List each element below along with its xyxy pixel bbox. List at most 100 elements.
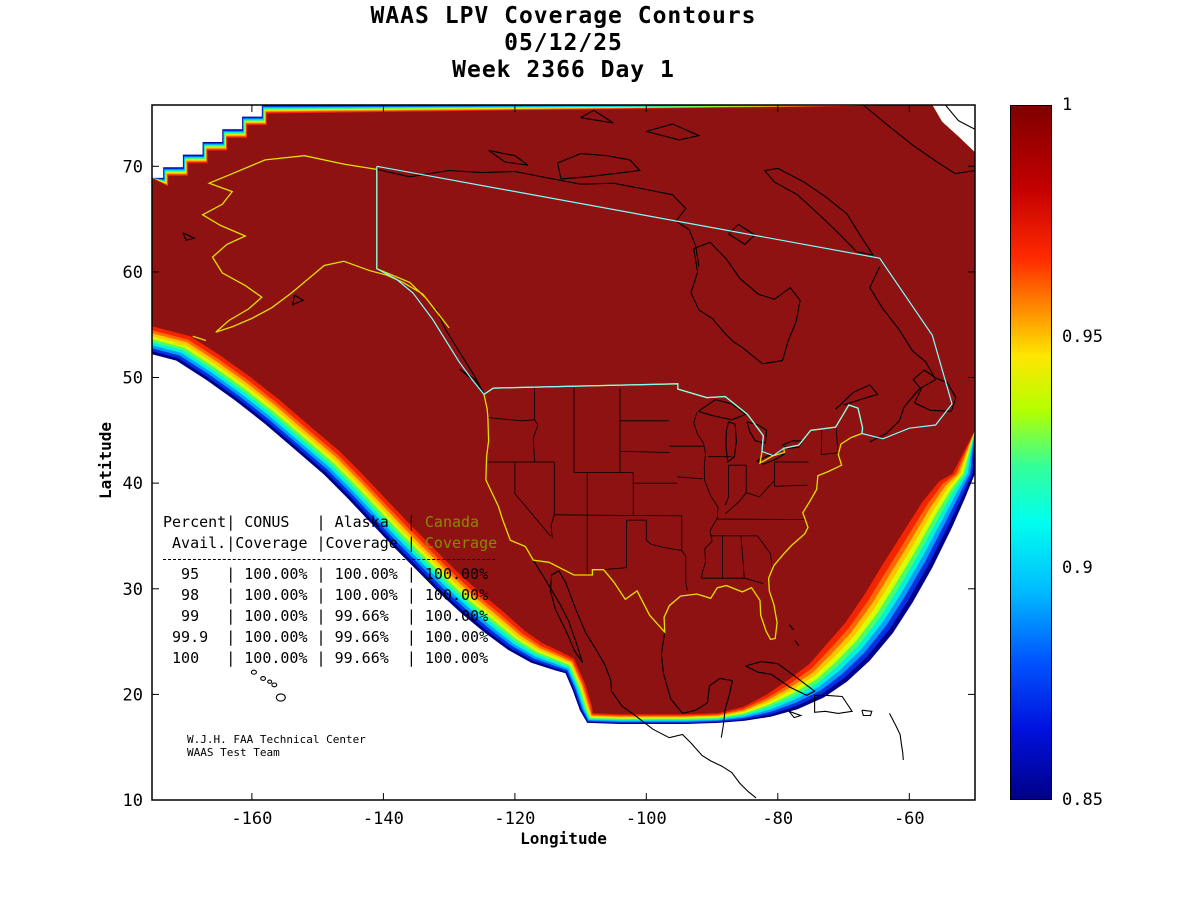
coverage-table-row: 98 | 100.00% | 100.00% | 100.00% xyxy=(163,586,489,604)
table-header-canada: Coverage xyxy=(415,534,498,552)
coastline xyxy=(556,153,641,180)
coastline xyxy=(182,232,196,241)
x-tick-label: -140 xyxy=(363,809,404,829)
state-border xyxy=(715,518,806,520)
faa-region-border-yellow xyxy=(172,343,185,346)
coverage-table-row: 99.9 | 100.00% | 99.66% | 100.00% xyxy=(163,628,489,646)
x-axis-label: Longitude xyxy=(520,829,607,848)
state-border xyxy=(724,480,775,515)
hawaii-island xyxy=(260,676,267,681)
coastline xyxy=(725,421,737,464)
colorbar xyxy=(1010,105,1052,800)
state-border xyxy=(602,520,627,571)
state-border xyxy=(693,412,719,519)
y-axis-label: Latitude xyxy=(96,421,115,499)
coverage-table-row: 100 | 100.00% | 99.66% | 100.00% xyxy=(163,649,489,667)
x-tick-label: -120 xyxy=(494,809,535,829)
table-header-canada: Canada xyxy=(415,513,480,531)
coastline xyxy=(912,369,957,412)
coastline xyxy=(488,149,529,166)
x-tick-label: -80 xyxy=(762,809,793,829)
coastline xyxy=(789,624,795,631)
coastline xyxy=(794,640,800,647)
coastline xyxy=(697,399,747,421)
state-border xyxy=(514,462,551,537)
coverage-band xyxy=(152,105,975,715)
coverage-table-header-2: Avail.|Coverage |Coverage | Coverage xyxy=(163,533,497,554)
coastline xyxy=(862,105,975,175)
colorbar-tick-label: 0.95 xyxy=(1062,327,1103,347)
coastline xyxy=(660,632,734,738)
coastline xyxy=(376,168,700,267)
state-border xyxy=(701,517,718,579)
y-tick-label: 20 xyxy=(123,685,143,705)
coastline xyxy=(788,710,803,719)
state-border xyxy=(774,484,808,487)
hawaii-island xyxy=(271,682,278,688)
coastline xyxy=(580,109,614,124)
coverage-stats-table: Percent| CONUS | Alaska | Canada Avail.|… xyxy=(163,512,497,669)
plot-title: WAAS LPV Coverage Contours xyxy=(370,3,757,29)
coastline xyxy=(944,105,975,130)
state-border xyxy=(821,452,841,455)
y-tick-label: 70 xyxy=(123,157,143,177)
coastline xyxy=(835,384,879,410)
state-border xyxy=(820,430,823,455)
state-border xyxy=(681,515,689,591)
x-tick-label: -160 xyxy=(231,809,272,829)
map-layers xyxy=(152,105,975,799)
y-tick-label: 30 xyxy=(123,580,143,600)
plot-frame xyxy=(151,104,976,801)
state-border xyxy=(488,417,535,422)
y-tick-label: 10 xyxy=(123,791,143,811)
coverage-table-row: 95 | 100.00% | 100.00% | 100.00% xyxy=(163,565,489,583)
x-tick-label: -100 xyxy=(626,809,667,829)
y-tick-label: 50 xyxy=(123,369,143,389)
coverage-table-row: 99 | 100.00% | 99.66% | 100.00% xyxy=(163,607,489,625)
colorbar-tick-label: 0.85 xyxy=(1062,790,1103,810)
coastline xyxy=(869,266,937,443)
canada-region-border-cyan xyxy=(376,165,953,457)
y-tick-label: 40 xyxy=(123,474,143,494)
credit-line-1: W.J.H. FAA Technical Center xyxy=(187,733,366,746)
state-border xyxy=(724,465,729,506)
coastline xyxy=(532,559,757,799)
hawaii-island xyxy=(267,679,273,684)
state-border xyxy=(554,514,682,517)
coastline xyxy=(756,453,786,465)
coastline xyxy=(646,123,701,141)
coastline xyxy=(690,241,801,365)
faa-region-border-yellow xyxy=(201,155,450,333)
state-border xyxy=(532,388,539,463)
coastline xyxy=(291,294,305,306)
x-tick-label: -60 xyxy=(894,809,925,829)
state-border xyxy=(757,535,773,567)
colorbar-tick-label: 0.9 xyxy=(1062,558,1093,578)
credit-text: W.J.H. FAA Technical Center WAAS Test Te… xyxy=(187,733,366,759)
coastline xyxy=(746,421,768,444)
state-border xyxy=(677,476,703,480)
coastline xyxy=(745,661,816,697)
hawaii-island xyxy=(275,693,286,702)
coverage-table-header-1: Percent| CONUS | Alaska | Canada xyxy=(163,512,497,533)
coverage-table-rows: 95 | 100.00% | 100.00% | 100.00% 98 | 10… xyxy=(163,564,497,669)
state-border xyxy=(701,577,764,584)
state-border xyxy=(740,535,745,579)
state-border xyxy=(626,519,683,552)
coastline xyxy=(763,167,875,256)
plot-week-day: Week 2366 Day 1 xyxy=(452,57,675,83)
coastline xyxy=(814,694,854,714)
credit-line-2: WAAS Test Team xyxy=(187,746,280,759)
coastline xyxy=(435,308,485,395)
table-header-left: Percent| CONUS | Alaska | xyxy=(163,513,416,531)
coastline xyxy=(861,709,873,717)
state-border xyxy=(619,451,670,453)
state-border xyxy=(835,427,838,450)
plot-date: 05/12/25 xyxy=(504,30,623,56)
table-header-left: Avail.|Coverage |Coverage | xyxy=(163,534,416,552)
coastline xyxy=(889,713,904,760)
colorbar-tick-label: 1 xyxy=(1062,95,1073,115)
state-border xyxy=(550,462,555,539)
